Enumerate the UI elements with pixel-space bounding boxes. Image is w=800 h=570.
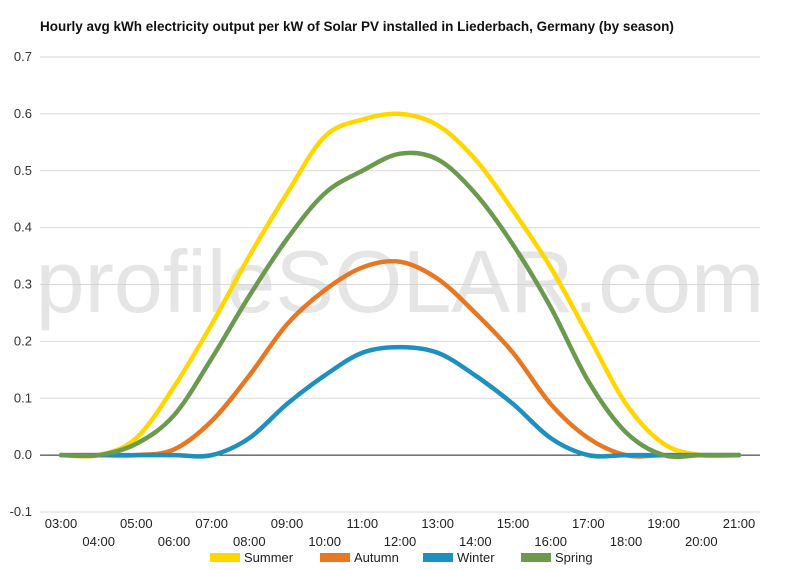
x-tick-label: 13:00 bbox=[421, 516, 454, 531]
x-tick-label: 19:00 bbox=[647, 516, 680, 531]
x-tick-label: 07:00 bbox=[195, 516, 228, 531]
watermark-text: profileSOLAR.com bbox=[36, 232, 765, 331]
series-line-spring bbox=[58, 150, 742, 460]
x-tick-label: 17:00 bbox=[572, 516, 605, 531]
y-tick-label: 0.4 bbox=[14, 220, 32, 235]
y-tick-label: -0.1 bbox=[10, 504, 32, 519]
x-tick-label: 14:00 bbox=[459, 534, 492, 549]
x-tick-label: 03:00 bbox=[45, 516, 78, 531]
legend-label-spring: Spring bbox=[555, 550, 593, 565]
legend-label-winter: Winter bbox=[457, 550, 495, 565]
y-tick-label: 0.1 bbox=[14, 390, 32, 405]
x-tick-label: 16:00 bbox=[534, 534, 567, 549]
y-tick-label: 0.5 bbox=[14, 163, 32, 178]
legend-label-summer: Summer bbox=[244, 550, 294, 565]
x-tick-label: 05:00 bbox=[120, 516, 153, 531]
x-tick-label: 08:00 bbox=[233, 534, 266, 549]
legend-swatch-spring bbox=[521, 553, 551, 562]
x-tick-label: 15:00 bbox=[497, 516, 530, 531]
y-tick-label: 0.0 bbox=[14, 447, 32, 462]
x-tick-label: 11:00 bbox=[347, 516, 379, 531]
legend-swatch-summer bbox=[210, 553, 240, 562]
x-tick-label: 04:00 bbox=[82, 534, 115, 549]
x-tick-label: 10:00 bbox=[308, 534, 341, 549]
x-tick-label: 06:00 bbox=[158, 534, 191, 549]
series-line-winter bbox=[58, 344, 742, 459]
x-tick-label: 09:00 bbox=[271, 516, 304, 531]
y-tick-label: 0.2 bbox=[14, 333, 32, 348]
series-line-summer bbox=[58, 111, 742, 459]
legend-label-autumn: Autumn bbox=[354, 550, 399, 565]
legend-swatch-winter bbox=[423, 553, 453, 562]
x-tick-label: 21:00 bbox=[723, 516, 756, 531]
legend-swatch-autumn bbox=[320, 553, 350, 562]
x-tick-label: 18:00 bbox=[610, 534, 643, 549]
x-tick-label: 20:00 bbox=[685, 534, 718, 549]
y-tick-label: 0.6 bbox=[14, 106, 32, 121]
y-tick-label: 0.7 bbox=[14, 49, 32, 64]
chart-title: Hourly avg kWh electricity output per kW… bbox=[40, 19, 674, 34]
x-tick-label: 12:00 bbox=[384, 534, 417, 549]
y-tick-label: 0.3 bbox=[14, 277, 32, 292]
